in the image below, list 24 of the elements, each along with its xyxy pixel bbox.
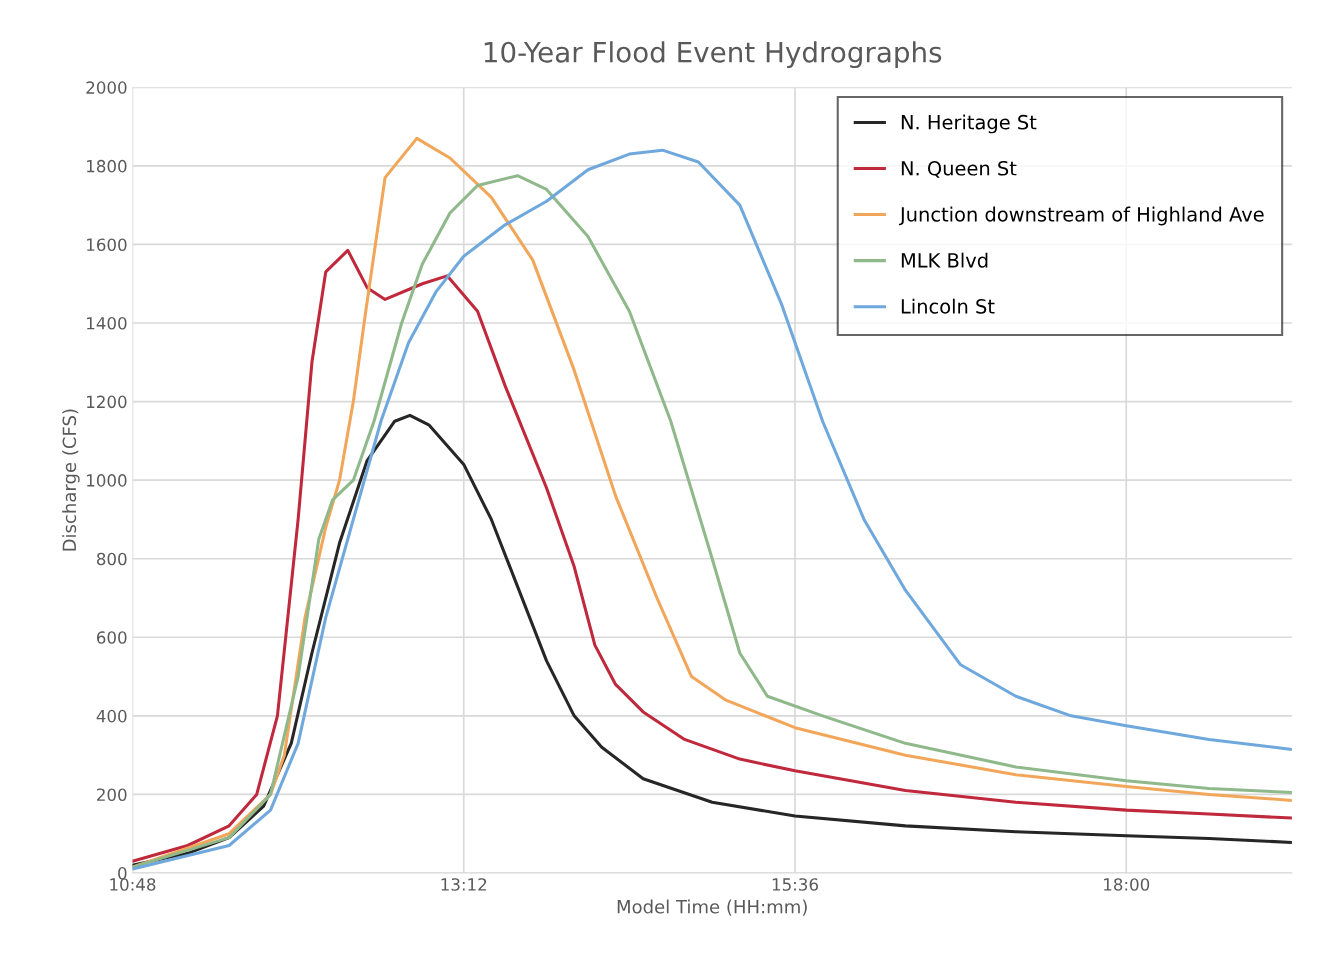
legend-label: Lincoln St bbox=[901, 298, 995, 314]
y-tick-label: 1400 bbox=[87, 316, 127, 330]
y-tick-label: 1200 bbox=[87, 395, 127, 409]
y-tick-label: 0 bbox=[118, 866, 127, 880]
y-axis-title: Discharge (CFS) bbox=[62, 409, 80, 551]
y-tick-label: 2000 bbox=[86, 81, 127, 94]
y-tick-label: 400 bbox=[96, 709, 127, 723]
x-tick-label: 13:12 bbox=[441, 878, 487, 891]
legend-label: N. Queen St bbox=[901, 160, 1017, 178]
y-tick-label: 800 bbox=[96, 552, 127, 566]
legend-label: MLK Blvd bbox=[901, 252, 988, 268]
legend-label: N. Heritage St bbox=[901, 114, 1037, 134]
y-tick-label: 1800 bbox=[87, 159, 127, 173]
y-tick-label: 1600 bbox=[87, 238, 127, 252]
legend-label: Junction downstream of Highland Ave bbox=[898, 206, 1264, 226]
x-tick-label: 10:48 bbox=[110, 878, 156, 891]
line-series bbox=[132, 413, 1292, 867]
x-tick-label: 18:00 bbox=[1104, 878, 1150, 891]
y-tick-label: 1000 bbox=[87, 474, 127, 487]
y-tick-label: 600 bbox=[96, 631, 127, 644]
x-tick-label: 15:36 bbox=[772, 878, 818, 891]
chart-title: 10-Year Flood Event Hydrographs bbox=[484, 41, 942, 69]
x-axis-title: Model Time (HH:mm) bbox=[617, 899, 807, 916]
y-tick-label: 200 bbox=[97, 788, 127, 801]
